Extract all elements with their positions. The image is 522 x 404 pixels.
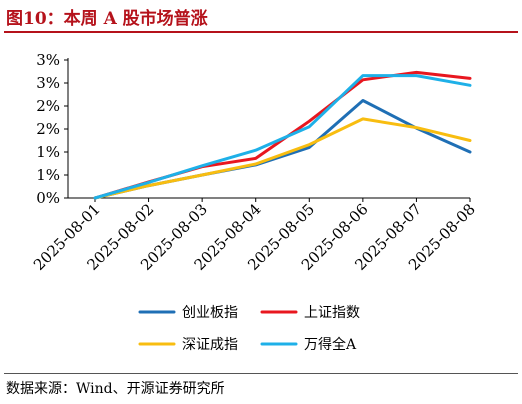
line-chart: 0%1%1%2%2%3%3%2025-08-012025-08-022025-0… <box>30 51 479 353</box>
series-line-3 <box>93 117 472 200</box>
chart-title: 图10：本周 A 股市场普涨 <box>6 9 208 29</box>
source-note: 数据来源：Wind、开源证券研究所 <box>6 381 225 397</box>
y-tick-label: 2% <box>36 120 60 138</box>
footer-rule <box>4 373 518 374</box>
y-tick-label: 2% <box>36 97 60 115</box>
title-rule <box>4 31 518 33</box>
y-tick-label: 3% <box>36 51 60 69</box>
series-line-1 <box>93 99 472 200</box>
legend-label-2: 上证指数 <box>304 305 360 321</box>
series-line-2 <box>93 70 472 200</box>
legend-label-1: 创业板指 <box>182 305 238 321</box>
y-tick-label: 1% <box>36 166 60 184</box>
series-line-4 <box>93 74 472 200</box>
legend-label-4: 万得全A <box>304 336 357 353</box>
y-tick-label: 1% <box>36 143 60 161</box>
y-tick-label: 0% <box>36 189 60 207</box>
y-tick-label: 3% <box>36 74 60 92</box>
legend-label-3: 深证成指 <box>182 337 238 353</box>
